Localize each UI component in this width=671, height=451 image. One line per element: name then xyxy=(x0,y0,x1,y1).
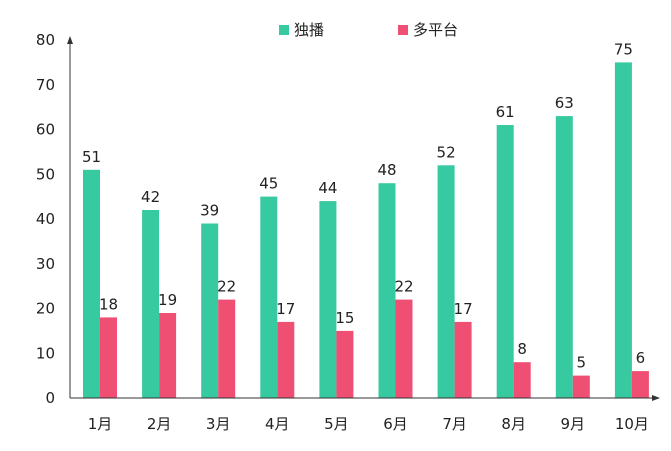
legend-swatch-series-1 xyxy=(398,25,408,35)
bar-series-0-2 xyxy=(201,223,219,398)
x-tick-label-0: 1月 xyxy=(88,415,113,433)
x-axis-arrow xyxy=(652,395,660,401)
bars: 51 18 42 19 39 22 45 17 44 15 48 22 52 17 61 8 63 5 75 6 xyxy=(82,40,649,399)
bar-series-0-9 xyxy=(614,62,632,399)
data-label-series-1-1: 19 xyxy=(158,291,177,309)
y-tick-label-7: 70 xyxy=(36,76,55,94)
bar-series-1-7 xyxy=(513,362,531,398)
x-tick-label-9: 10月 xyxy=(615,415,649,433)
bar-series-0-4 xyxy=(319,201,337,398)
data-label-series-0-3: 45 xyxy=(259,175,278,193)
x-tick-label-5: 6月 xyxy=(383,415,408,433)
data-label-series-0-0: 51 xyxy=(82,148,101,166)
data-label-series-0-9: 75 xyxy=(614,40,633,58)
y-tick-label-0: 0 xyxy=(45,389,55,407)
data-label-series-0-2: 39 xyxy=(200,202,219,220)
data-label-series-0-8: 63 xyxy=(555,94,574,112)
bar-series-1-9 xyxy=(631,371,649,398)
bar-series-0-8 xyxy=(555,116,573,398)
bar-series-0-6 xyxy=(437,165,455,398)
bar-series-1-2 xyxy=(218,299,236,398)
data-label-series-0-6: 52 xyxy=(437,143,456,161)
x-tick-label-4: 5月 xyxy=(324,415,349,433)
data-label-series-1-2: 22 xyxy=(217,278,236,296)
y-tick-label-4: 40 xyxy=(36,210,55,228)
axes xyxy=(67,36,660,401)
data-label-series-1-7: 8 xyxy=(517,340,527,358)
bar-series-0-1 xyxy=(142,210,160,398)
bar-series-1-3 xyxy=(277,321,295,398)
x-tick-label-6: 7月 xyxy=(442,415,467,433)
y-tick-label-8: 80 xyxy=(36,31,55,49)
x-tick-label-3: 4月 xyxy=(265,415,290,433)
x-tick-label-1: 2月 xyxy=(147,415,172,433)
bar-series-1-1 xyxy=(159,313,177,398)
y-tick-label-6: 60 xyxy=(36,121,55,139)
data-label-series-1-8: 5 xyxy=(577,354,587,372)
bar-series-0-3 xyxy=(260,196,278,398)
bar-series-0-5 xyxy=(378,183,396,398)
data-label-series-0-1: 42 xyxy=(141,188,160,206)
data-label-series-1-0: 18 xyxy=(99,295,118,313)
y-axis-arrow xyxy=(67,36,73,44)
y-tick-label-1: 10 xyxy=(36,344,55,362)
x-tick-label-7: 8月 xyxy=(501,415,526,433)
legend: 独播 多平台 xyxy=(279,21,458,39)
bar-series-0-0 xyxy=(83,169,100,398)
legend-label-series-0: 独播 xyxy=(294,21,324,39)
data-label-series-1-4: 15 xyxy=(335,309,354,327)
y-tick-label-2: 20 xyxy=(36,300,55,318)
legend-swatch-series-0 xyxy=(279,25,289,35)
data-label-series-1-3: 17 xyxy=(276,300,295,318)
bar-series-1-8 xyxy=(572,375,590,398)
bar-series-1-6 xyxy=(454,321,472,398)
x-tick-label-2: 3月 xyxy=(206,415,231,433)
data-label-series-0-5: 48 xyxy=(377,161,396,179)
bar-series-1-0 xyxy=(100,317,117,398)
x-tick-label-8: 9月 xyxy=(561,415,586,433)
legend-label-series-1: 多平台 xyxy=(413,21,458,39)
data-label-series-1-5: 22 xyxy=(394,278,413,296)
y-tick-label-5: 50 xyxy=(36,165,55,183)
bar-series-1-5 xyxy=(395,299,413,398)
bar-series-1-4 xyxy=(336,330,354,398)
data-label-series-1-6: 17 xyxy=(454,300,473,318)
y-tick-label-3: 30 xyxy=(36,255,55,273)
bar-series-0-7 xyxy=(496,125,514,398)
x-axis-ticks: 1月 2月 3月 4月 5月 6月 7月 8月 9月 10月 xyxy=(88,415,649,433)
y-axis-ticks: 0 10 20 30 40 50 60 70 80 xyxy=(36,31,55,407)
data-label-series-1-9: 6 xyxy=(636,349,646,367)
data-label-series-0-4: 44 xyxy=(318,179,337,197)
data-label-series-0-7: 61 xyxy=(496,103,515,121)
